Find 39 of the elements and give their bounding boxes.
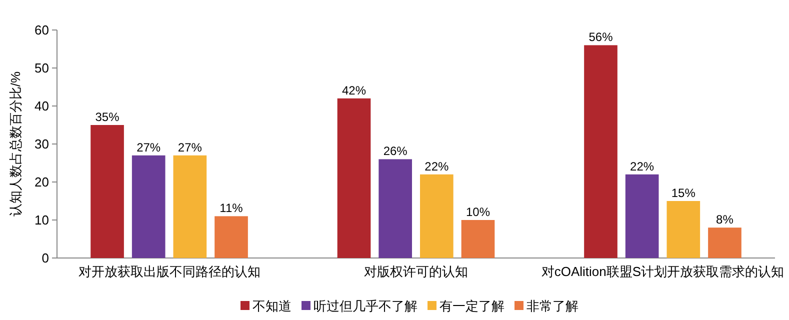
bar	[584, 45, 618, 258]
bar	[708, 228, 742, 258]
bar	[461, 220, 495, 258]
data-label: 11%	[220, 201, 244, 216]
data-label: 8%	[716, 212, 734, 227]
data-label: 27%	[178, 140, 202, 154]
data-label: 22%	[424, 159, 449, 174]
bar	[625, 174, 659, 258]
data-label: 42%	[342, 83, 366, 98]
bar	[666, 201, 700, 258]
x-tick-label: 对开放获取出版不同路径的认知	[78, 264, 260, 279]
data-label: 56%	[588, 30, 614, 44]
y-tick-label: 40	[34, 98, 49, 114]
data-label: 15%	[671, 186, 696, 200]
y-tick-label: 60	[34, 22, 49, 38]
legend-label: 有一定了解	[440, 298, 504, 314]
y-tick-label: 30	[34, 136, 49, 152]
bar	[173, 155, 207, 258]
bar	[378, 159, 412, 258]
data-label: 27%	[136, 140, 161, 154]
bar	[337, 98, 371, 258]
bar	[90, 125, 124, 258]
bar	[420, 174, 454, 258]
bar	[214, 216, 248, 258]
bar	[132, 155, 166, 258]
x-tick-label: 对版权许可的认知	[364, 264, 468, 279]
y-tick-label: 10	[34, 212, 49, 228]
legend-label: 非常了解	[526, 298, 578, 314]
y-tick-label: 0	[42, 250, 49, 266]
y-axis-title: 认知人数占总数百分比/%	[8, 70, 23, 217]
legend-label: 听过但几乎不了解	[314, 298, 418, 314]
data-label: 35%	[95, 110, 120, 124]
x-tick-label: 对cOAlition联盟S计划开放获取需求的认知	[541, 264, 784, 279]
data-label: 22%	[630, 159, 654, 174]
y-tick-label: 50	[34, 60, 49, 76]
y-tick-label: 20	[34, 174, 49, 190]
data-label: 10%	[466, 205, 490, 219]
legend-label: 不知道	[252, 298, 292, 314]
data-label: 26%	[383, 144, 408, 158]
